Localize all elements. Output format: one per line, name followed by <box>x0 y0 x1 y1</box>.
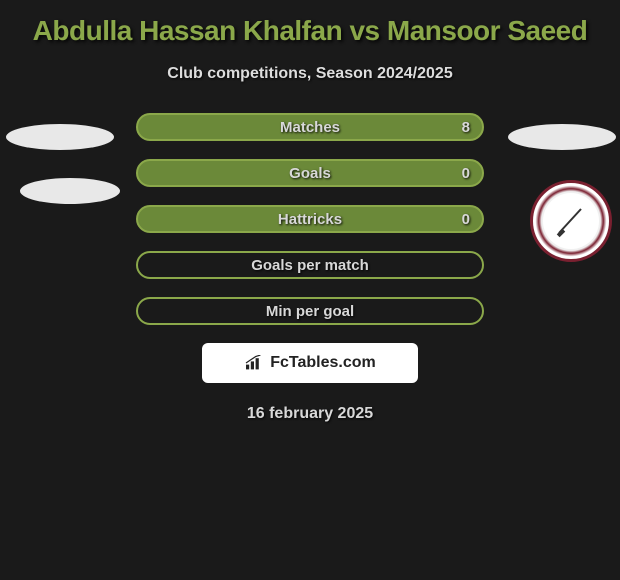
stat-row-matches: Matches 8 <box>0 113 620 141</box>
page-title: Abdulla Hassan Khalfan vs Mansoor Saeed <box>0 0 620 47</box>
stat-label: Goals per match <box>251 257 369 274</box>
stat-bar: Goals per match <box>136 251 484 279</box>
subtitle: Club competitions, Season 2024/2025 <box>0 65 620 83</box>
stat-row-goals: Goals 0 <box>0 159 620 187</box>
stat-bar: Hattricks 0 <box>136 205 484 233</box>
stat-label: Matches <box>280 119 340 136</box>
site-name: FcTables.com <box>270 354 376 372</box>
stat-bar: Matches 8 <box>136 113 484 141</box>
stat-value: 0 <box>462 211 470 228</box>
stats-container: Matches 8 Goals 0 Hattricks 0 Goals per … <box>0 113 620 325</box>
stat-row-min-per-goal: Min per goal <box>0 297 620 325</box>
stat-label: Min per goal <box>266 303 354 320</box>
stat-bar: Goals 0 <box>136 159 484 187</box>
stat-value: 8 <box>462 119 470 136</box>
stat-label: Hattricks <box>278 211 342 228</box>
stat-bar: Min per goal <box>136 297 484 325</box>
stat-label: Goals <box>289 165 331 182</box>
stat-row-goals-per-match: Goals per match <box>0 251 620 279</box>
stat-value: 0 <box>462 165 470 182</box>
stat-row-hattricks: Hattricks 0 <box>0 205 620 233</box>
footer-date: 16 february 2025 <box>0 405 620 423</box>
chart-icon <box>244 355 264 371</box>
site-badge: FcTables.com <box>202 343 418 383</box>
